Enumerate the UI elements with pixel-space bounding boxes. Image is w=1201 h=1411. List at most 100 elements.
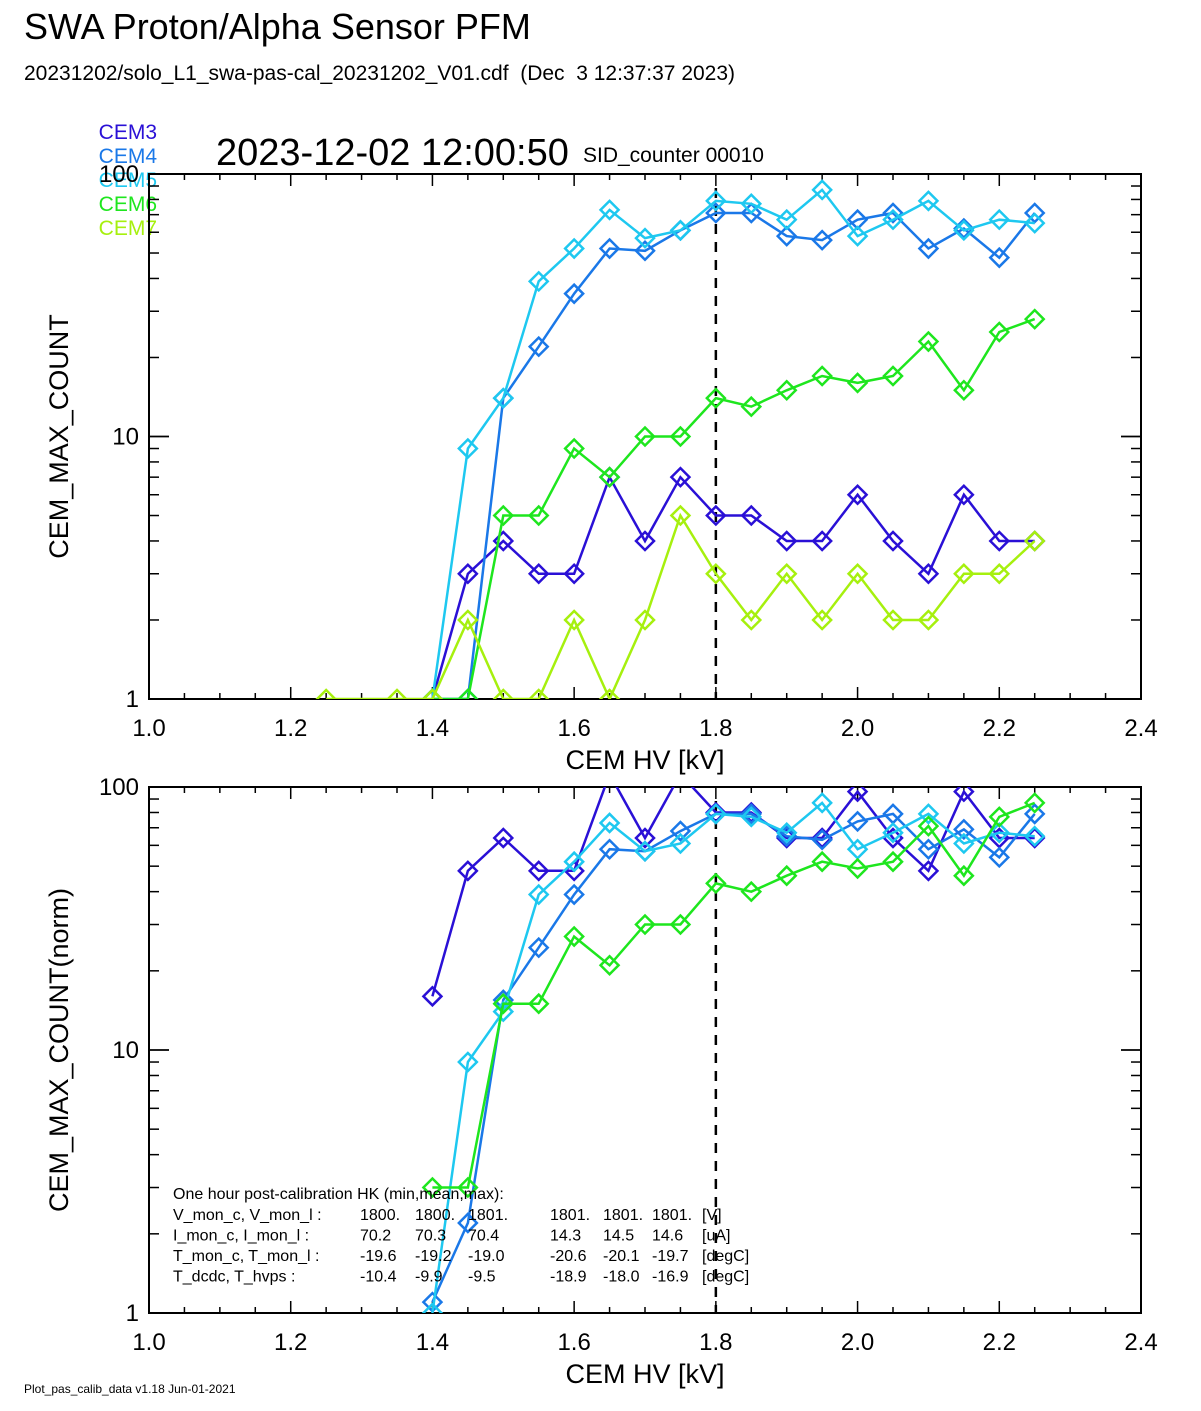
data-point-cem3: [846, 483, 869, 506]
y-axis-label: CEM_MAX_COUNT(norm): [44, 888, 74, 1212]
data-point-cem4: [457, 1212, 479, 1234]
data-point-cem4: [775, 225, 798, 247]
data-point-cem3: [527, 562, 550, 585]
data-point-cem3: [634, 827, 656, 849]
data-point-cem4: [953, 818, 975, 841]
hk-cell: 1800.: [360, 1207, 400, 1224]
x-tick-label: 2.4: [1124, 1329, 1157, 1356]
data-point-cem7: [492, 688, 515, 699]
data-point-cem5: [917, 803, 940, 825]
data-point-cem6: [846, 857, 869, 880]
data-point-cem6: [882, 850, 904, 873]
data-point-cem3: [775, 530, 798, 552]
data-point-cem3: [917, 562, 940, 585]
x-tick-label: 1.6: [557, 715, 590, 742]
hk-cell: [degC]: [702, 1269, 749, 1286]
data-point-cem7: [598, 688, 621, 699]
x-tick-label: 1.8: [699, 1329, 732, 1356]
data-point-cem5: [775, 821, 798, 844]
series-line-cem3: [431, 787, 1035, 997]
sid-counter: SID_counter 00010: [583, 144, 764, 167]
series-line-cem4: [432, 211, 1036, 699]
data-point-cem6: [669, 425, 692, 448]
data-point-cem3: [811, 530, 833, 552]
hk-cell: -9.9: [415, 1269, 443, 1286]
data-point-cem5: [740, 193, 763, 215]
data-point-cem5: [457, 437, 479, 460]
hk-cell: V_mon_c, V_mon_l :: [173, 1207, 322, 1224]
data-point-cem5: [492, 387, 515, 409]
data-point-cem3: [527, 860, 550, 882]
data-point-cem3: [917, 860, 940, 882]
data-point-cem5: [705, 190, 727, 212]
data-point-cem4: [811, 829, 833, 851]
data-point-cem3: [705, 504, 727, 527]
data-point-cem3: [811, 827, 833, 849]
data-point-cem7: [882, 609, 904, 631]
data-point-cem6: [1023, 792, 1046, 814]
x-tick-label: 2.4: [1124, 715, 1157, 742]
data-point-cem5: [669, 832, 692, 855]
y-tick-label: 1: [126, 1300, 139, 1327]
data-point-cem4: [563, 883, 585, 906]
data-point-cem5: [705, 803, 727, 825]
data-point-cem5: [598, 812, 621, 834]
data-point-cem4: [527, 335, 550, 358]
data-point-cem6: [634, 913, 656, 936]
data-point-cem3: [953, 787, 975, 803]
y-axis-label: CEM_MAX_COUNT: [44, 314, 74, 559]
data-point-cem5: [988, 821, 1011, 844]
series-line-cem6: [432, 801, 1036, 1189]
data-point-cem7: [563, 609, 585, 631]
page-title: SWA Proton/Alpha Sensor PFM: [24, 6, 531, 47]
data-point-cem6: [492, 504, 515, 527]
hk-cell: -19.7: [652, 1248, 689, 1265]
data-point-cem6: [527, 504, 550, 527]
data-point-cem6: [740, 880, 763, 903]
hk-cell: -19.0: [468, 1248, 505, 1265]
data-point-cem6: [598, 954, 621, 977]
x-tick-label: 1.0: [132, 1329, 165, 1356]
data-point-cem7: [421, 688, 444, 699]
x-axis-label: CEM HV [kV]: [565, 745, 724, 775]
x-axis-label: CEM HV [kV]: [565, 1359, 724, 1389]
series-group: [421, 787, 1046, 1313]
y-tick-label: 100: [99, 161, 139, 188]
hk-cell: 1800.: [415, 1207, 455, 1224]
data-point-cem7: [386, 688, 408, 699]
x-tick-label: 1.2: [274, 715, 307, 742]
data-point-cem6: [953, 379, 975, 402]
series-group: [315, 179, 1046, 699]
series-line-cem7: [326, 512, 1036, 699]
footer-version: Plot_pas_calib_data v1.18 Jun-01-2021: [24, 1382, 236, 1396]
hk-cell: [V]: [702, 1207, 722, 1224]
x-tick-label: 1.8: [699, 715, 732, 742]
data-point-cem5: [669, 219, 692, 242]
timestamp: 2023-12-02 12:00:50: [216, 132, 569, 174]
hk-cell: 14.3: [550, 1228, 581, 1245]
data-point-cem6: [740, 395, 763, 418]
data-point-cem7: [527, 688, 550, 699]
data-point-cem6: [598, 466, 621, 488]
data-point-cem5: [563, 237, 585, 260]
plot-1: 1.0 1.2 1.4 1.6 1.8 2.0 2.2 2.4 1 10 100 CEM HV [kV…: [44, 161, 1158, 775]
data-point-cem6: [775, 379, 798, 402]
data-point-cem7: [740, 609, 763, 631]
data-point-cem3: [740, 504, 763, 527]
data-point-cem5: [1023, 212, 1046, 234]
data-point-cem4: [634, 239, 656, 262]
data-point-cem4: [988, 846, 1011, 869]
legend-entry-cem6: CEM6: [98, 193, 158, 216]
data-point-cem5: [634, 840, 656, 862]
data-point-cem4: [917, 838, 940, 860]
y-tick-label: 1: [126, 686, 139, 713]
hk-cell: 14.6: [652, 1228, 683, 1245]
data-point-cem6: [953, 864, 975, 887]
data-point-cem3: [846, 787, 869, 803]
data-point-cem7: [669, 504, 692, 527]
data-point-cem7: [634, 609, 656, 631]
x-tick-label: 2.2: [983, 1329, 1016, 1356]
hk-cell: 1801.: [550, 1207, 590, 1224]
data-point-cem4: [527, 936, 550, 959]
hk-cell: 14.5: [603, 1228, 634, 1245]
